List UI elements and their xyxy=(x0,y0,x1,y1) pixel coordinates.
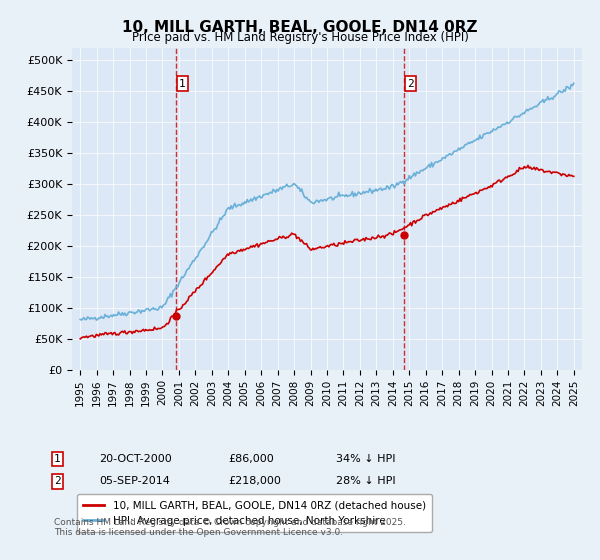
Text: 2: 2 xyxy=(54,477,61,487)
Text: £218,000: £218,000 xyxy=(228,477,281,487)
Text: Contains HM Land Registry data © Crown copyright and database right 2025.
This d: Contains HM Land Registry data © Crown c… xyxy=(54,518,406,538)
Text: Price paid vs. HM Land Registry's House Price Index (HPI): Price paid vs. HM Land Registry's House … xyxy=(131,31,469,44)
Text: 05-SEP-2014: 05-SEP-2014 xyxy=(99,477,170,487)
Text: £86,000: £86,000 xyxy=(228,454,274,464)
Text: 2: 2 xyxy=(407,78,414,88)
Text: 34% ↓ HPI: 34% ↓ HPI xyxy=(336,454,395,464)
Text: 10, MILL GARTH, BEAL, GOOLE, DN14 0RZ: 10, MILL GARTH, BEAL, GOOLE, DN14 0RZ xyxy=(122,20,478,35)
Text: 1: 1 xyxy=(54,454,61,464)
Legend: 10, MILL GARTH, BEAL, GOOLE, DN14 0RZ (detached house), HPI: Average price, deta: 10, MILL GARTH, BEAL, GOOLE, DN14 0RZ (d… xyxy=(77,494,432,532)
Text: 28% ↓ HPI: 28% ↓ HPI xyxy=(336,477,395,487)
Text: 20-OCT-2000: 20-OCT-2000 xyxy=(99,454,172,464)
Text: 1: 1 xyxy=(179,78,185,88)
